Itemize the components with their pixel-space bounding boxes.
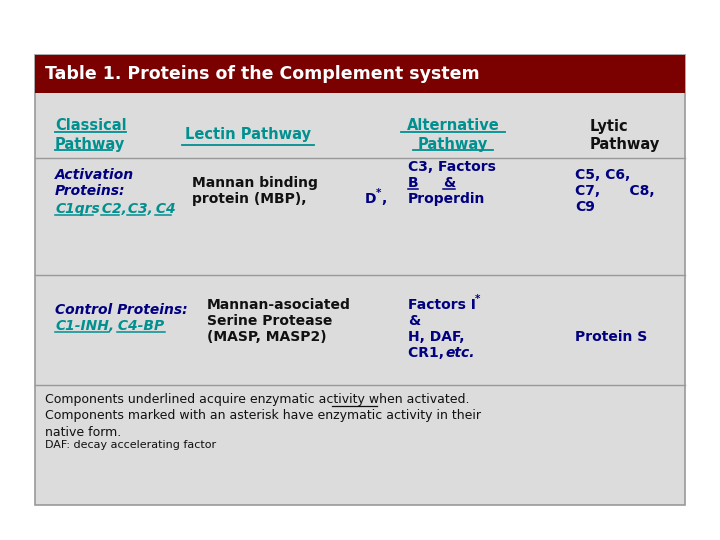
Text: CR1,: CR1, [408, 346, 449, 360]
Text: Serine Protease: Serine Protease [207, 314, 333, 328]
Text: protein (MBP),: protein (MBP), [192, 192, 307, 206]
Text: Lytic: Lytic [590, 118, 629, 133]
Text: Pathway: Pathway [55, 137, 125, 152]
Text: native form.: native form. [45, 426, 121, 438]
Text: H, DAF,: H, DAF, [408, 330, 464, 344]
Text: Pathway: Pathway [590, 137, 660, 152]
Text: Properdin: Properdin [408, 192, 485, 206]
Text: Table 1. Proteins of the Complement system: Table 1. Proteins of the Complement syst… [45, 65, 480, 83]
Text: Classical: Classical [55, 118, 127, 133]
FancyBboxPatch shape [35, 55, 685, 505]
Text: (MASP, MASP2): (MASP, MASP2) [207, 330, 327, 344]
Text: D: D [365, 192, 377, 206]
Text: C5, C6,: C5, C6, [575, 168, 630, 182]
Text: C3,: C3, [123, 202, 153, 216]
Text: Activation: Activation [55, 168, 134, 182]
Text: Lectin Pathway: Lectin Pathway [185, 127, 311, 143]
FancyBboxPatch shape [35, 55, 685, 93]
Text: C9: C9 [575, 200, 595, 214]
Text: Control Proteins:: Control Proteins: [55, 303, 188, 317]
Text: Components marked with an asterisk have enzymatic activity in their: Components marked with an asterisk have … [45, 409, 481, 422]
Text: B: B [408, 176, 418, 190]
Text: C1qrs: C1qrs [55, 202, 100, 216]
Text: *: * [376, 188, 382, 198]
Text: Alternative: Alternative [407, 118, 500, 133]
Text: Mannan-asociated: Mannan-asociated [207, 298, 351, 312]
Text: C3, Factors: C3, Factors [408, 160, 496, 174]
Text: C1-INH,: C1-INH, [55, 319, 114, 333]
Text: C4-BP: C4-BP [113, 319, 164, 333]
Text: &: & [443, 176, 455, 190]
Text: etc.: etc. [446, 346, 475, 360]
Text: C2,: C2, [97, 202, 127, 216]
Text: C4: C4 [151, 202, 176, 216]
Text: ,: , [381, 192, 386, 206]
Text: &: & [408, 314, 420, 328]
Text: Components underlined acquire enzymatic activity when activated.: Components underlined acquire enzymatic … [45, 394, 469, 407]
Text: Protein S: Protein S [575, 330, 647, 344]
Text: Pathway: Pathway [418, 137, 488, 152]
Text: Factors I: Factors I [408, 298, 476, 312]
Text: *: * [475, 294, 480, 304]
Text: DAF: decay accelerating factor: DAF: decay accelerating factor [45, 440, 216, 450]
Text: Proteins:: Proteins: [55, 184, 125, 198]
Text: Mannan binding: Mannan binding [192, 176, 318, 190]
Text: C7,      C8,: C7, C8, [575, 184, 654, 198]
